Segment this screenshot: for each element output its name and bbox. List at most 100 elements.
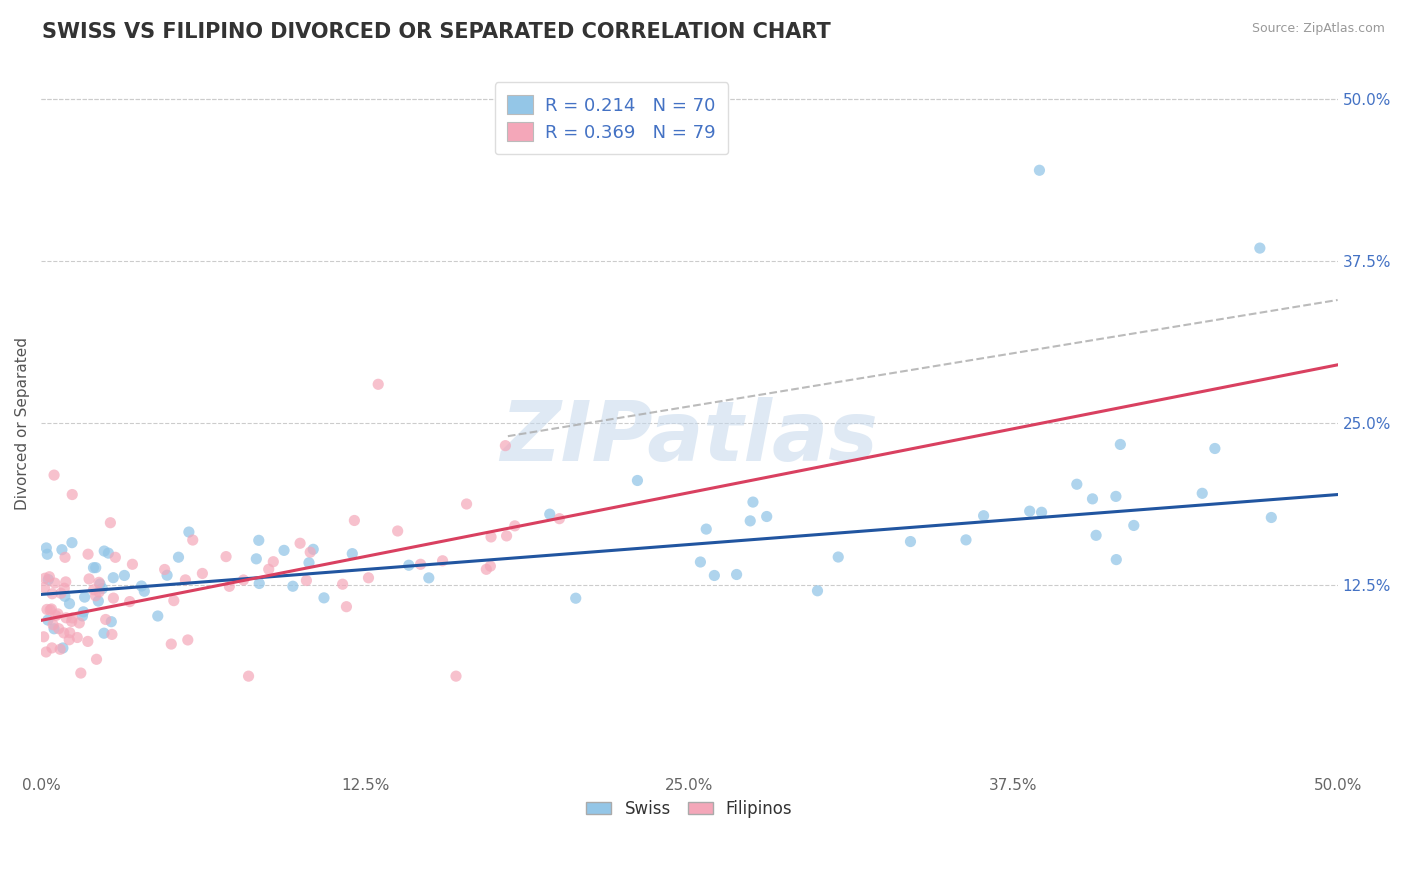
Point: [689, 555, 711, 569]
Point: [1204, 442, 1226, 456]
Point: [60, 535, 83, 549]
Point: [82, 560, 104, 574]
Point: [44, 576, 66, 591]
Point: [1081, 491, 1104, 506]
Point: [755, 509, 778, 524]
Point: [60, 611, 83, 625]
Point: [131, 579, 153, 593]
Point: [564, 591, 586, 606]
Point: [387, 524, 409, 538]
Point: [1105, 489, 1128, 503]
Point: [42, 622, 65, 636]
Point: [41, 602, 63, 616]
Point: [87, 594, 110, 608]
Point: [247, 576, 270, 591]
Point: [60, 615, 83, 629]
Point: [84, 560, 107, 574]
Point: [34, 581, 56, 595]
Point: [343, 513, 366, 527]
Point: [444, 669, 467, 683]
Point: [357, 571, 380, 585]
Point: [342, 547, 364, 561]
Legend: Swiss, Filipinos: Swiss, Filipinos: [579, 793, 799, 824]
Point: [72, 605, 94, 619]
Point: [479, 530, 502, 544]
Point: [156, 568, 179, 582]
Point: [742, 495, 765, 509]
Point: [103, 571, 125, 585]
Point: [32, 630, 55, 644]
Point: [84, 589, 107, 603]
Point: [104, 550, 127, 565]
Point: [87, 575, 110, 590]
Point: [247, 533, 270, 548]
Point: [101, 627, 124, 641]
Point: [83, 582, 105, 597]
Point: [134, 584, 156, 599]
Point: [58, 597, 80, 611]
Point: [174, 573, 197, 587]
Point: [91, 582, 114, 596]
Point: [118, 594, 141, 608]
Point: [1109, 437, 1132, 451]
Point: [35, 645, 58, 659]
Point: [35, 602, 58, 616]
Point: [479, 559, 502, 574]
Point: [146, 609, 169, 624]
Point: [215, 549, 238, 564]
Point: [93, 544, 115, 558]
Point: [53, 550, 76, 565]
Point: [45, 608, 67, 623]
Point: [191, 566, 214, 581]
Point: [86, 652, 108, 666]
Point: [299, 545, 322, 559]
Point: [432, 554, 454, 568]
Point: [302, 542, 325, 557]
Text: Source: ZipAtlas.com: Source: ZipAtlas.com: [1251, 22, 1385, 36]
Point: [112, 568, 135, 582]
Point: [163, 593, 186, 607]
Point: [900, 534, 922, 549]
Point: [35, 541, 58, 555]
Point: [1018, 504, 1040, 518]
Point: [288, 536, 311, 550]
Point: [53, 581, 76, 595]
Point: [42, 617, 65, 632]
Point: [41, 640, 63, 655]
Point: [53, 590, 76, 604]
Point: [973, 508, 995, 523]
Point: [312, 591, 335, 605]
Point: [69, 666, 91, 681]
Point: [1066, 477, 1088, 491]
Point: [1028, 163, 1050, 178]
Point: [177, 632, 200, 647]
Point: [37, 547, 59, 561]
Point: [1249, 241, 1271, 255]
Point: [37, 613, 59, 627]
Y-axis label: Divorced or Separated: Divorced or Separated: [15, 336, 30, 509]
Point: [1105, 552, 1128, 566]
Point: [367, 377, 389, 392]
Point: [335, 599, 357, 614]
Point: [827, 549, 849, 564]
Point: [60, 487, 83, 501]
Point: [41, 587, 63, 601]
Point: [703, 568, 725, 582]
Point: [181, 533, 204, 547]
Point: [475, 562, 498, 576]
Point: [66, 631, 89, 645]
Point: [76, 634, 98, 648]
Point: [38, 570, 60, 584]
Point: [725, 567, 748, 582]
Point: [39, 603, 62, 617]
Point: [160, 637, 183, 651]
Point: [46, 607, 69, 621]
Point: [955, 533, 977, 547]
Point: [245, 551, 267, 566]
Point: [257, 562, 280, 576]
Point: [52, 640, 75, 655]
Point: [48, 622, 70, 636]
Point: [89, 577, 111, 591]
Point: [626, 474, 648, 488]
Point: [262, 555, 284, 569]
